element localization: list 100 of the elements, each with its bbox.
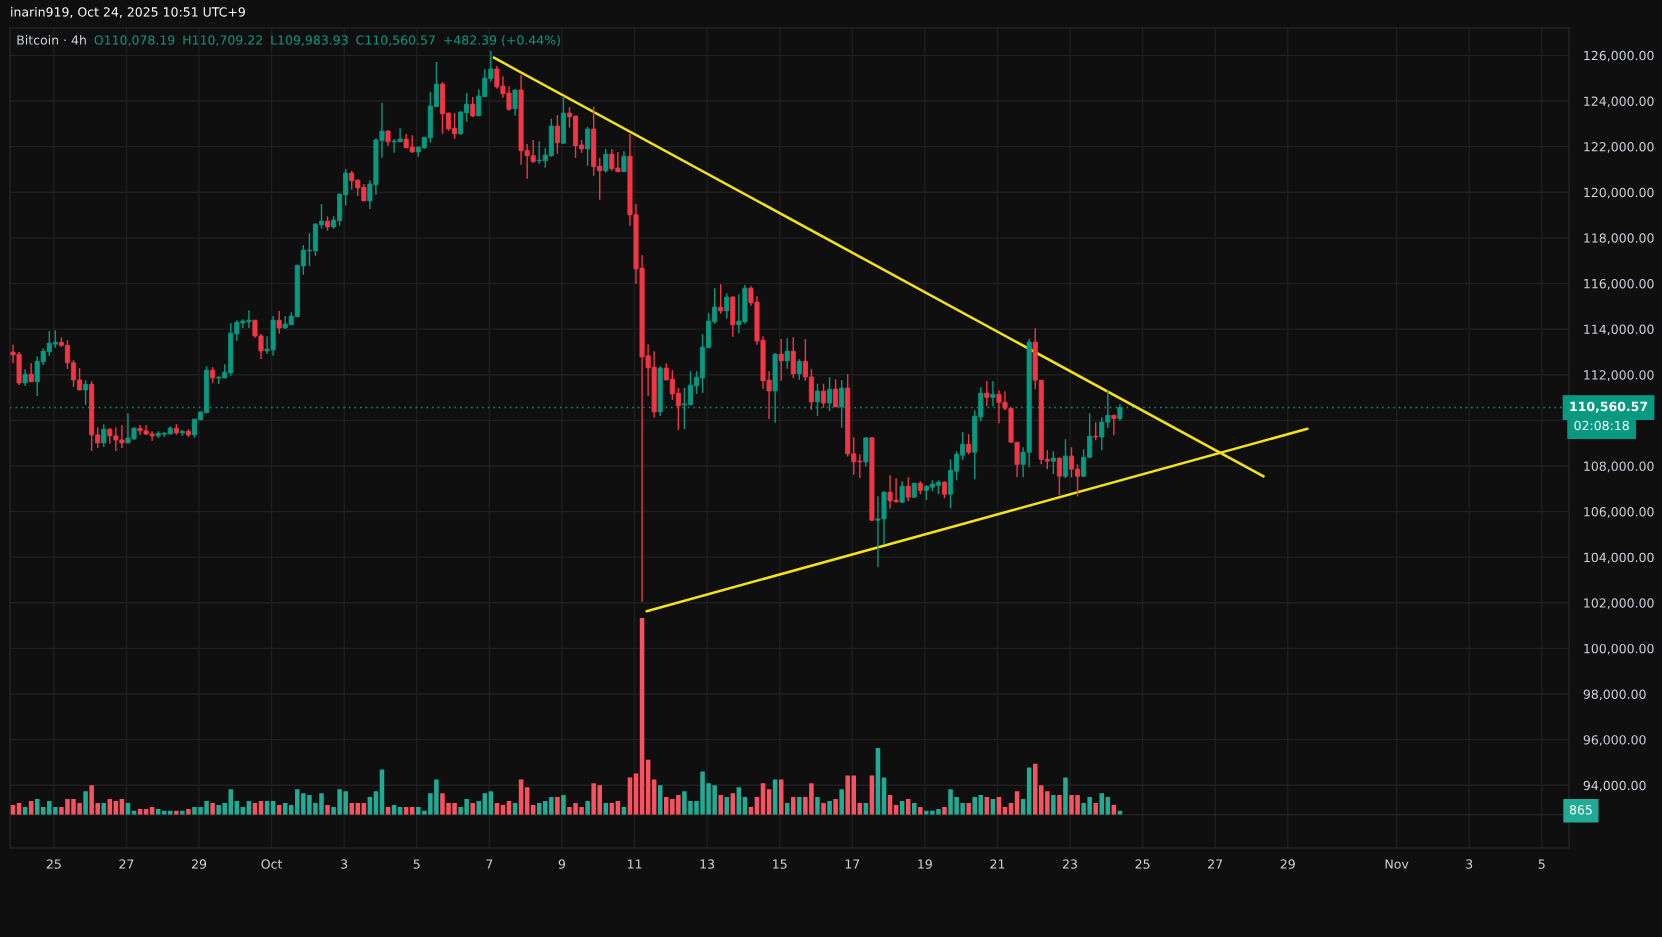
x-tick-label: 29	[191, 859, 207, 869]
annotation: O110,078.19	[94, 35, 175, 47]
bar	[561, 795, 566, 815]
candlestick	[621, 150, 627, 173]
candlestick	[984, 380, 990, 407]
x-tick-label: 7	[486, 859, 493, 869]
y-tick-label: 98,000.00	[1583, 689, 1646, 701]
chart-title: Bitcoin · 4h	[17, 35, 86, 45]
x-tick-label: 5	[413, 859, 420, 869]
bar	[1099, 793, 1105, 815]
y-tick-label: 94,000.00	[1583, 780, 1646, 792]
bar	[325, 804, 330, 815]
bar	[349, 802, 355, 815]
y-tick-label: 112,000.00	[1584, 370, 1654, 381]
bar	[797, 797, 802, 815]
bar	[210, 802, 215, 815]
candlestick	[554, 114, 560, 155]
bar	[815, 797, 820, 815]
candlestick	[820, 383, 827, 409]
candlestick	[790, 336, 796, 379]
y-tick-label: 108,000.00	[1584, 461, 1654, 473]
candlestick	[863, 436, 869, 468]
bar	[555, 797, 560, 815]
text: 865	[1569, 805, 1592, 815]
candlestick	[101, 423, 107, 448]
y-tick-label: 100,000.00	[1584, 643, 1654, 655]
x-tick-label: 27	[119, 859, 134, 869]
x-tick-label: 23	[1062, 859, 1077, 869]
candlestick	[1111, 414, 1117, 436]
candlestick	[778, 338, 784, 382]
x-tick-label: 3	[341, 859, 348, 869]
y-tick-label: 118,000.00	[1584, 233, 1654, 245]
candlestick	[1093, 421, 1099, 441]
x-tick-label: 19	[918, 859, 932, 869]
y-tick-label: 122,000.00	[1584, 142, 1654, 153]
bar	[918, 806, 923, 815]
candlestick	[796, 358, 802, 381]
x-tick-label: 25	[1135, 859, 1150, 869]
bar	[942, 806, 947, 815]
y-tick-label: 106,000.00	[1584, 507, 1654, 518]
bar	[911, 802, 917, 815]
annotation: L109,983.93	[271, 35, 348, 47]
y-tick-label: 102,000.00	[1584, 598, 1654, 609]
bar	[821, 802, 826, 815]
y-tick-label: 116,000.00	[1584, 278, 1654, 290]
candlestick	[470, 96, 476, 118]
annotation: +482.39 (+0.44%)	[444, 35, 560, 47]
annotation: C110,560.57	[356, 35, 435, 47]
x-tick-label: Nov	[1385, 859, 1409, 869]
candlestick	[833, 378, 839, 408]
bar	[827, 801, 832, 815]
y-tick-label: 104,000.00	[1584, 552, 1654, 564]
x-tick-label: 3	[1466, 859, 1473, 869]
bar	[966, 802, 971, 815]
candlestick	[966, 433, 972, 456]
bar	[1051, 795, 1056, 815]
x-tick-label: 13	[700, 859, 715, 869]
candlestick	[905, 476, 911, 502]
x-tick-label: 27	[1208, 859, 1223, 869]
bar	[101, 802, 107, 815]
candlestick	[603, 148, 609, 174]
x-tick-label: 15	[773, 859, 787, 869]
candlestick	[276, 310, 282, 335]
bar	[585, 801, 590, 815]
bar	[718, 795, 723, 815]
y-tick-label: 120,000.00	[1584, 187, 1654, 199]
text: inarin919, Oct 24, 2025 10:51 UTC+9	[11, 6, 245, 18]
y-tick-label: 114,000.00	[1584, 324, 1654, 336]
x-tick-label: 29	[1280, 859, 1295, 869]
candlestick	[1050, 450, 1056, 475]
x-tick-label: 25	[46, 859, 61, 869]
candlestick	[724, 292, 730, 320]
ref-line-label: 110,560.57	[1570, 401, 1648, 413]
annotation: H110,709.22	[183, 35, 262, 47]
bar	[724, 797, 730, 815]
candlestick	[585, 126, 591, 167]
candlestick	[1062, 438, 1068, 479]
bar	[470, 802, 475, 815]
bar	[1057, 795, 1062, 815]
y-tick-label: 124,000.00	[1584, 96, 1654, 108]
bar	[972, 797, 977, 815]
x-tick-label: 11	[627, 859, 642, 869]
candlestick	[899, 480, 905, 504]
candlestick	[83, 379, 89, 406]
bar	[83, 791, 88, 815]
bar	[791, 797, 796, 815]
x-tick-label: Oct	[261, 859, 283, 869]
bar	[186, 808, 191, 815]
candlestick	[512, 88, 518, 117]
candlestick	[1056, 456, 1062, 496]
x-tick-label: 5	[1538, 859, 1545, 869]
text: 02:08:18	[1574, 420, 1629, 431]
y-tick-label: 96,000.00	[1583, 735, 1646, 746]
bar	[1093, 802, 1098, 815]
bar	[784, 802, 790, 815]
bar	[839, 789, 844, 815]
x-tick-label: 17	[845, 859, 860, 869]
candlestick	[718, 283, 724, 315]
bar	[833, 799, 838, 815]
y-tick-label: 126,000.00	[1584, 50, 1654, 62]
